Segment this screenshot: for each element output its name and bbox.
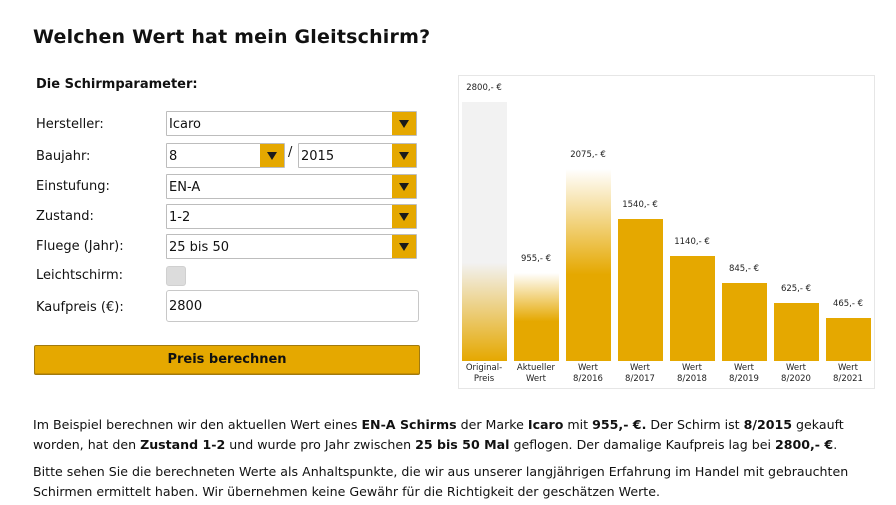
p1-text-6: und wurde pro Jahr zwischen	[225, 437, 416, 452]
chevron-down-icon[interactable]	[392, 112, 416, 135]
chart-frame	[458, 75, 875, 389]
p1-bold-flights: 25 bis 50 Mal	[415, 437, 510, 452]
chart-category-label: Wert 8/2017	[625, 363, 655, 384]
chart-bar	[826, 318, 871, 361]
flights-select[interactable]: 25 bis 50	[166, 234, 417, 259]
chart-value-label: 1140,- €	[674, 237, 710, 247]
chart-value-label: 1540,- €	[622, 200, 658, 210]
chart-bar	[670, 256, 715, 361]
p1-text-8: .	[833, 437, 838, 452]
example-paragraph: Im Beispiel berechnen wir den aktuellen …	[33, 415, 878, 455]
chevron-down-icon[interactable]	[392, 175, 416, 198]
condition-select[interactable]: 1-2	[166, 204, 417, 229]
manufacturer-select[interactable]: Icaro	[166, 111, 417, 136]
chart-bar	[566, 169, 611, 361]
p1-bold-original-price: 2800,- €	[774, 437, 834, 452]
chart-category-label: Original- Preis	[465, 363, 503, 384]
classification-select[interactable]: EN-A	[166, 174, 417, 199]
price-input[interactable]: 2800	[166, 290, 419, 322]
month-select[interactable]: 8	[166, 143, 285, 168]
condition-label: Zustand:	[36, 209, 94, 224]
year-label: Baujahr:	[36, 149, 91, 164]
date-separator: /	[288, 145, 293, 160]
value-chart: 2800,- € Original- Preis 955,- € Aktueller …	[455, 75, 875, 395]
chart-value-label: 2075,- €	[570, 150, 606, 160]
chart-category-label: Wert 8/2016	[573, 363, 603, 384]
p1-bold-classification: EN-A Schirms	[361, 417, 457, 432]
chart-category-label: Wert 8/2018	[677, 363, 707, 384]
chart-bar	[774, 303, 819, 361]
p1-text-4: Der Schirm ist	[646, 417, 744, 432]
chart-value-label: 2800,- €	[466, 83, 502, 93]
chart-bar	[514, 273, 559, 361]
year-select[interactable]: 2015	[298, 143, 417, 168]
chevron-down-icon[interactable]	[392, 205, 416, 228]
chart-value-label: 465,- €	[832, 299, 864, 309]
disclaimer-paragraph: Bitte sehen Sie die berechneten Werte al…	[33, 464, 849, 499]
flights-value: 25 bis 50	[169, 240, 229, 255]
p1-text-2: der Marke	[456, 417, 528, 432]
chart-category-label: Wert 8/2019	[729, 363, 759, 384]
classification-label: Einstufung:	[36, 179, 110, 194]
calculate-price-button[interactable]: Preis berechnen	[34, 345, 420, 375]
flights-label: Fluege (Jahr):	[36, 239, 124, 254]
manufacturer-label: Hersteller:	[36, 117, 104, 132]
chart-bar	[462, 102, 507, 361]
chevron-down-icon[interactable]	[260, 144, 284, 167]
p1-text-1: Im Beispiel berechnen wir den aktuellen …	[33, 417, 362, 432]
lightweight-label: Leichtschirm:	[36, 268, 124, 283]
classification-value: EN-A	[169, 180, 201, 195]
p1-bold-purchase-date: 8/2015	[743, 417, 793, 432]
chart-category-label: Wert 8/2021	[833, 363, 863, 384]
p1-text-5: gekauft worden, hat den	[33, 417, 844, 452]
chart-bar	[618, 219, 663, 361]
chart-value-label: 845,- €	[728, 264, 760, 274]
chart-category-label: Aktueller Wert	[516, 363, 556, 384]
chart-category-label: Wert 8/2020	[781, 363, 811, 384]
chevron-down-icon[interactable]	[392, 144, 416, 167]
p1-bold-current-value: 955,- €.	[592, 417, 647, 432]
p1-text-7: geflogen. Der damalige Kaufpreis lag bei	[509, 437, 775, 452]
p1-bold-manufacturer: Icaro	[527, 417, 564, 432]
year-value: 2015	[301, 149, 335, 164]
chart-bar	[722, 283, 767, 361]
chart-value-label: 955,- €	[520, 254, 552, 264]
manufacturer-value: Icaro	[169, 117, 201, 132]
price-value: 2800	[169, 299, 203, 314]
chevron-down-icon[interactable]	[392, 235, 416, 258]
month-value: 8	[169, 149, 178, 164]
form-heading: Die Schirmparameter:	[36, 77, 198, 92]
condition-value: 1-2	[169, 210, 191, 225]
lightweight-checkbox[interactable]	[166, 266, 186, 286]
chart-value-label: 625,- €	[780, 284, 812, 294]
p1-text-3: mit	[563, 417, 593, 432]
price-label: Kaufpreis (€):	[36, 300, 124, 315]
page-title: Welchen Wert hat mein Gleitschirm?	[33, 26, 431, 48]
p1-bold-condition: Zustand 1-2	[140, 437, 226, 452]
